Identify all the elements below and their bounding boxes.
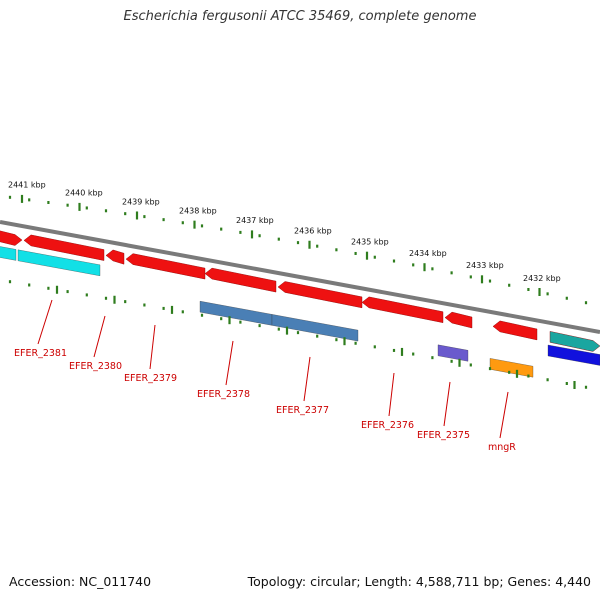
gene-label-leader (93, 315, 106, 358)
gene-label-leader (443, 381, 451, 427)
kbp-label: 2439 kbp (122, 197, 160, 206)
gene-block (0, 246, 17, 261)
gene-label-leader (37, 299, 53, 345)
gene-arrow (204, 267, 277, 293)
genome-backbone (0, 220, 600, 334)
gene-label-leader (499, 391, 509, 439)
kbp-label: 2436 kbp (294, 227, 332, 236)
gene-label: EFER_2381 (14, 348, 67, 359)
gene-block (271, 314, 359, 342)
genome-summary-text: Topology: circular; Length: 4,588,711 bp… (247, 574, 591, 589)
gene-label-leader (388, 372, 395, 417)
gene-label-leader (303, 356, 311, 402)
gene-block (547, 344, 600, 366)
gene-arrow (444, 311, 473, 329)
kbp-label: 2435 kbp (351, 237, 389, 246)
gene-label: EFER_2375 (417, 430, 470, 441)
gene-arrow (105, 249, 125, 265)
kbp-label: 2432 kbp (523, 274, 561, 283)
gene-label: mngR (488, 442, 516, 453)
gene-label: EFER_2378 (197, 389, 250, 400)
gene-label: EFER_2380 (69, 361, 122, 372)
kbp-label: 2440 kbp (65, 189, 103, 198)
gene-label: EFER_2376 (361, 420, 414, 431)
gene-arrow (361, 296, 444, 323)
gene-label: EFER_2379 (124, 373, 177, 384)
gene-block (17, 249, 101, 277)
gene-label: EFER_2377 (276, 405, 329, 416)
kbp-label: 2437 kbp (236, 216, 274, 225)
gene-block (199, 300, 273, 326)
kbp-label: 2433 kbp (466, 261, 504, 270)
kbp-label: 2438 kbp (179, 206, 217, 215)
kbp-label: 2441 kbp (8, 181, 46, 190)
gene-block (489, 358, 534, 378)
gene-arrow (23, 234, 105, 261)
accession-text: Accession: NC_011740 (9, 574, 152, 589)
gene-label-leader (225, 340, 234, 386)
gene-block (437, 344, 469, 362)
gene-arrow (492, 320, 538, 341)
gene-label-leader (149, 324, 156, 370)
kbp-label: 2434 kbp (409, 249, 447, 258)
gene-block (549, 331, 600, 352)
gene-arrow (0, 230, 23, 246)
map-title: Escherichia fergusonii ATCC 35469, compl… (123, 9, 477, 24)
